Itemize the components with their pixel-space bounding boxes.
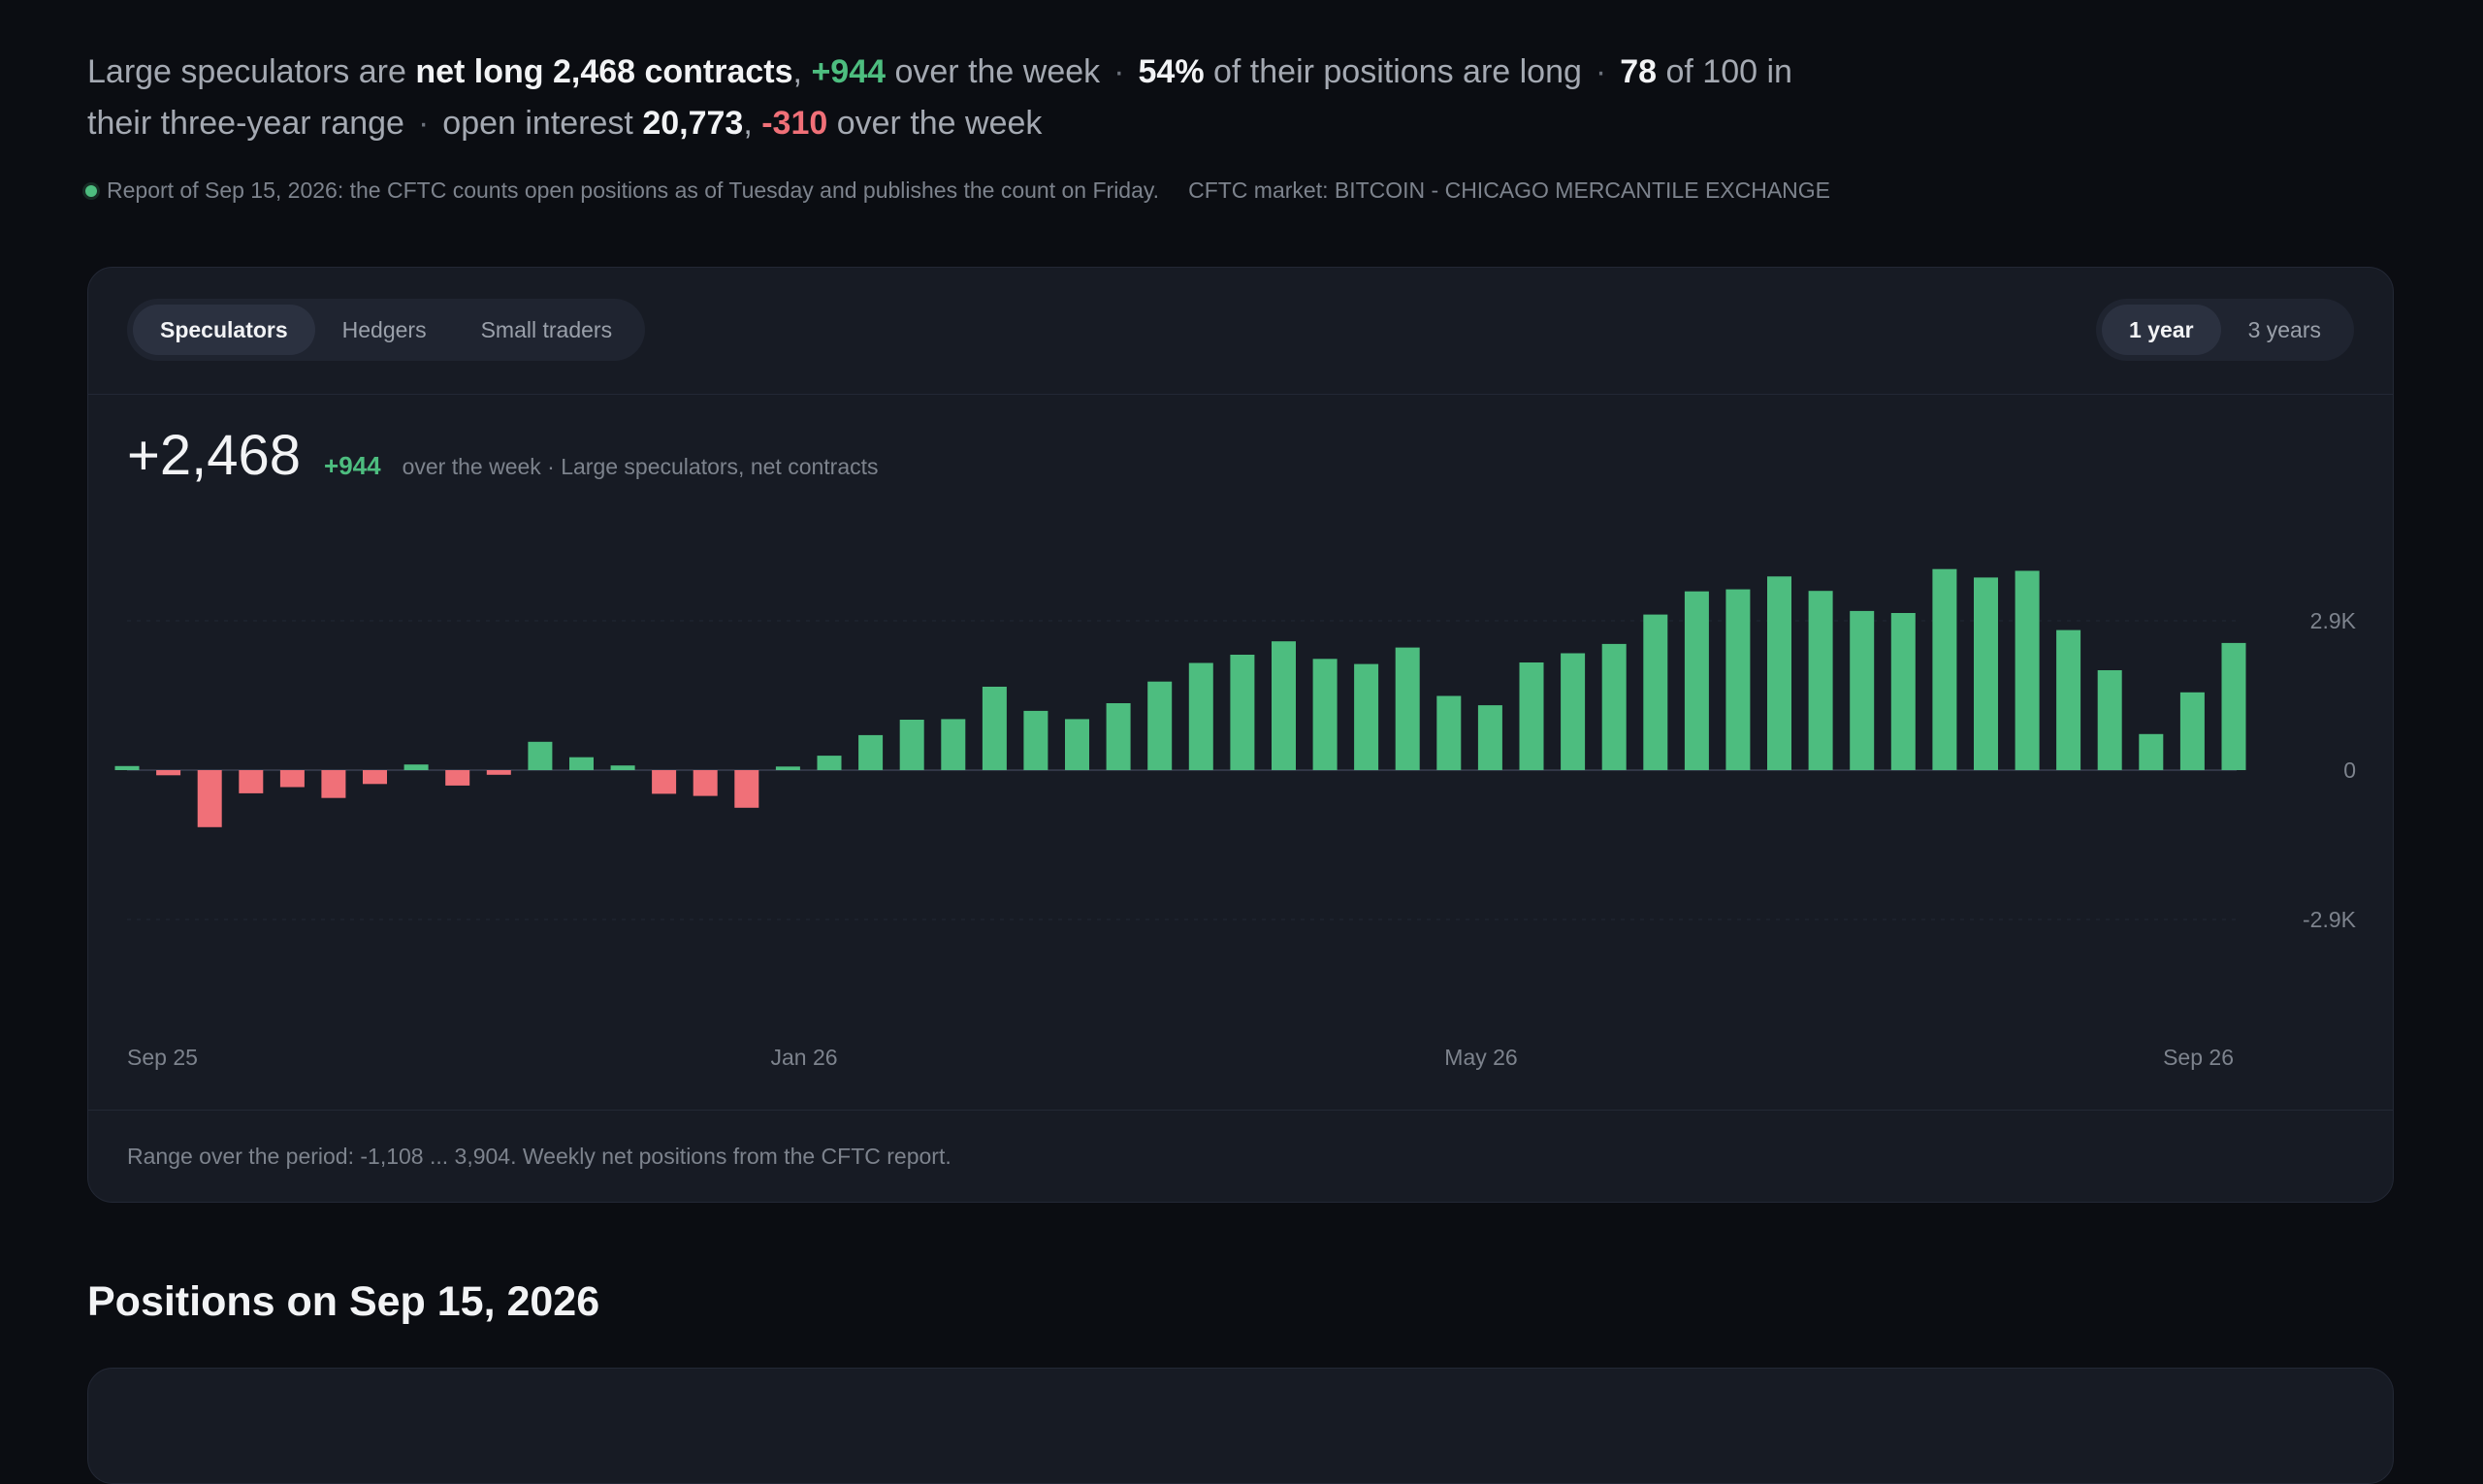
bar[interactable]	[403, 764, 429, 770]
chart-card: Speculators Hedgers Small traders 1 year…	[87, 267, 2394, 1203]
tab-hedgers[interactable]: Hedgers	[341, 317, 427, 342]
bar[interactable]	[1519, 662, 1544, 770]
bar[interactable]	[1725, 589, 1751, 770]
bar[interactable]	[2097, 670, 2122, 770]
headline-change: +944	[324, 451, 381, 480]
bar[interactable]	[1023, 710, 1048, 770]
bar[interactable]	[1477, 705, 1502, 770]
bar[interactable]	[775, 766, 800, 770]
bar[interactable]	[610, 765, 635, 770]
bar[interactable]	[2015, 570, 2040, 771]
bar[interactable]	[2221, 642, 2246, 770]
net-long-value: net long 2,468 contracts	[415, 53, 793, 90]
bar[interactable]	[1230, 655, 1255, 770]
tab-small-traders[interactable]: Small traders	[480, 317, 613, 342]
positions-card	[87, 1368, 2394, 1484]
chart-footnote: Range over the period: -1,108 ... 3,904.…	[88, 1110, 2393, 1202]
chart-toolbar: Speculators Hedgers Small traders 1 year…	[88, 268, 2393, 395]
bar[interactable]	[1354, 663, 1379, 770]
y-tick-label: -2.9K	[2303, 907, 2357, 932]
bar[interactable]	[156, 770, 181, 776]
bar[interactable]	[2056, 629, 2081, 770]
bar[interactable]	[1561, 653, 1586, 771]
range-3-years[interactable]: 3 years	[2247, 317, 2321, 342]
range-1-year[interactable]: 1 year	[2102, 305, 2221, 355]
bar[interactable]	[858, 734, 884, 770]
report-note: Report of Sep 15, 2026: the CFTC counts …	[85, 177, 1830, 204]
percent-long-value: 54%	[1138, 53, 1205, 90]
open-interest-change: -310	[761, 105, 828, 142]
summary-text: Large speculators are net long 2,468 con…	[87, 53, 1792, 142]
y-tick-label: 2.9K	[2310, 608, 2357, 633]
bar[interactable]	[114, 765, 140, 770]
market-label: CFTC market: BITCOIN - CHICAGO MERCANTIL…	[1188, 177, 1831, 203]
bar[interactable]	[1272, 641, 1296, 770]
bar[interactable]	[197, 770, 222, 827]
chart-headline: +2,468 +944 over the week · Large specul…	[127, 423, 879, 488]
bar[interactable]	[899, 720, 924, 770]
bar[interactable]	[1312, 659, 1338, 770]
section-title: Positions on Sep 15, 2026	[87, 1278, 600, 1325]
week-change-value: +944	[811, 53, 887, 90]
bar[interactable]	[693, 770, 718, 796]
x-tick-label: Jan 26	[770, 1045, 837, 1070]
x-tick-label: May 26	[1444, 1045, 1517, 1070]
bar[interactable]	[1395, 647, 1420, 770]
open-interest-value: 20,773	[642, 105, 744, 142]
x-tick-label: Sep 25	[127, 1045, 198, 1070]
bar[interactable]	[1601, 643, 1627, 770]
bar[interactable]	[239, 770, 264, 793]
bar[interactable]	[1065, 719, 1089, 770]
status-dot-icon	[85, 184, 97, 197]
bar[interactable]	[941, 719, 966, 770]
tab-speculators[interactable]: Speculators	[133, 305, 315, 355]
bar[interactable]	[363, 770, 387, 785]
net-positions-chart: 2.9K 0 -2.9K Sep 25 Jan 26 May 26 Sep 26	[114, 568, 2357, 1070]
bar[interactable]	[1436, 695, 1462, 771]
bar[interactable]	[445, 770, 470, 786]
trader-type-tabs: Speculators Hedgers Small traders	[127, 299, 646, 361]
y-tick-label: 0	[2343, 758, 2356, 783]
report-text: Report of Sep 15, 2026: the CFTC counts …	[107, 177, 1160, 203]
bar[interactable]	[1147, 681, 1173, 770]
bar[interactable]	[2179, 692, 2205, 770]
headline-description: over the week · Large speculators, net c…	[402, 454, 879, 479]
bar[interactable]	[321, 770, 346, 798]
bar[interactable]	[1106, 703, 1131, 770]
bar[interactable]	[1932, 568, 1957, 770]
bar[interactable]	[486, 770, 511, 775]
bar[interactable]	[1188, 662, 1213, 771]
current-net-value: +2,468	[127, 424, 302, 487]
bar[interactable]	[982, 687, 1007, 770]
range-rank-value: 78	[1620, 53, 1658, 90]
x-tick-label: Sep 26	[2163, 1045, 2234, 1070]
bar[interactable]	[1643, 614, 1668, 770]
bar[interactable]	[1767, 576, 1791, 770]
bar[interactable]	[1684, 591, 1709, 770]
bar[interactable]	[569, 757, 594, 770]
bar[interactable]	[528, 741, 553, 770]
bar[interactable]	[734, 770, 759, 808]
range-selector: 1 year 3 years	[2096, 299, 2354, 361]
bar[interactable]	[2139, 733, 2164, 770]
bar[interactable]	[652, 770, 677, 794]
bar[interactable]	[279, 770, 305, 788]
bar[interactable]	[817, 756, 842, 770]
bar[interactable]	[1974, 577, 1998, 770]
bar[interactable]	[1850, 610, 1875, 770]
bar[interactable]	[1890, 613, 1916, 770]
bar[interactable]	[1808, 591, 1833, 770]
